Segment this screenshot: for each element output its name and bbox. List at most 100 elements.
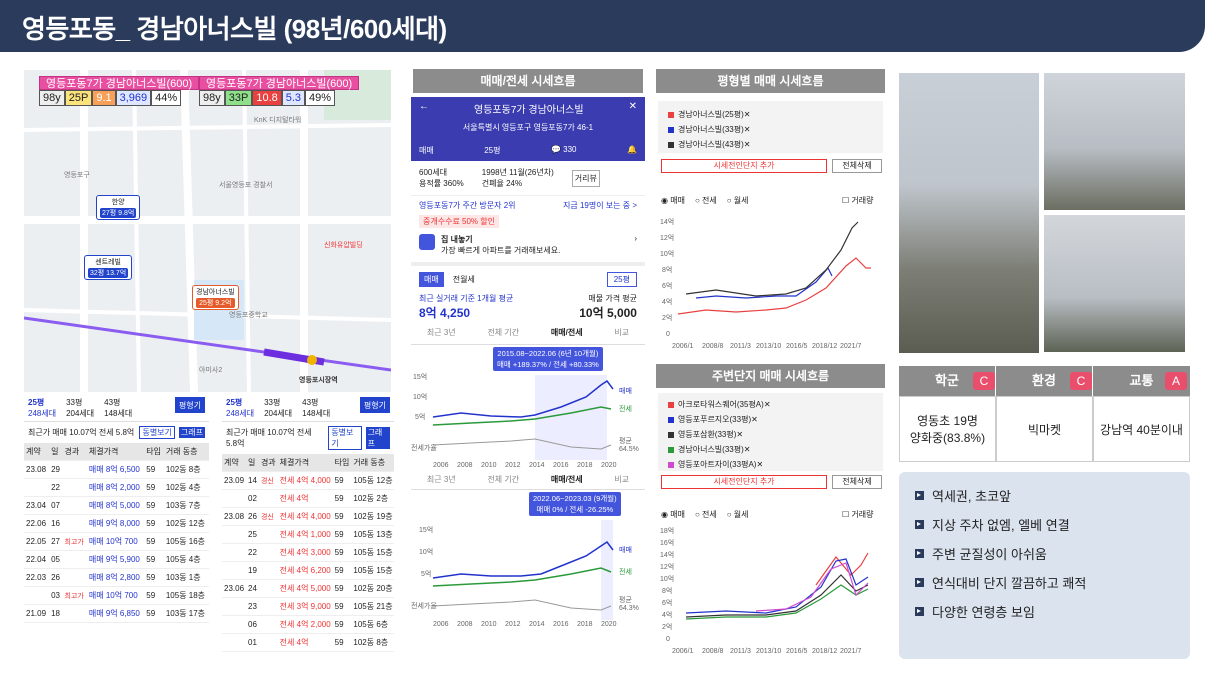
- table-cell: 전세 4억 1,000: [277, 525, 333, 544]
- size-tab-33[interactable]: 33평 204세대: [66, 398, 95, 418]
- table-cell: 01: [246, 633, 259, 652]
- by-building-button[interactable]: 동별보기: [328, 426, 362, 450]
- table-row[interactable]: 06 전세 4억 2,000 59 105동 6층: [222, 615, 394, 634]
- size-tab-25[interactable]: 25평 248세대: [226, 398, 255, 418]
- period-tab-sale-jeonse[interactable]: 매매/전세: [550, 328, 583, 337]
- map-pin-gyeongnam[interactable]: 경남아너스빌 25평 9.2억: [192, 285, 239, 310]
- back-icon[interactable]: ←: [419, 101, 429, 112]
- svg-text:64.3%: 64.3%: [619, 605, 639, 612]
- table-cell: 105동 4층: [163, 550, 209, 569]
- legend-item[interactable]: 경남아너스빌(43평) ✕: [668, 139, 873, 150]
- svg-text:2013/10: 2013/10: [756, 343, 781, 350]
- size-tab-43[interactable]: 43평 148세대: [104, 398, 133, 418]
- period-tab-compare[interactable]: 비교: [614, 328, 630, 337]
- table-row[interactable]: 22 매매 8억 2,000 59 102동 4층: [24, 478, 209, 497]
- table-row[interactable]: 03 최고가 매매 10억 700 59 105동 18층: [24, 586, 209, 605]
- type-radio-group[interactable]: ◉ 매매 ○ 전세 ○ 월세: [661, 510, 749, 519]
- size-select[interactable]: 25평: [484, 146, 501, 155]
- size-tab-25[interactable]: 25평 248세대: [28, 398, 57, 418]
- by-building-button[interactable]: 동별보기: [139, 426, 175, 439]
- tooltip-change: 매매 0% / 전세 -26.25%: [536, 505, 614, 514]
- map-pin-centreville[interactable]: 센트레빌 32평 13.7억: [84, 255, 133, 280]
- table-cell: 전세 4억 4,000: [277, 471, 333, 490]
- bell-icon[interactable]: 🔔: [627, 145, 637, 154]
- table-cell: 59: [144, 568, 164, 587]
- graph-button[interactable]: 그래프: [365, 427, 390, 449]
- trend-chart-1[interactable]: 2015.08~2022.06 (6년 10개월) 매매 +189.37% / 전…: [411, 345, 645, 470]
- sell-banner[interactable]: 집 내놓기 가장 빠르게 아파트를 거래해보세요. ›: [411, 228, 645, 266]
- svg-text:2016: 2016: [553, 462, 569, 469]
- svg-text:2억: 2억: [662, 314, 672, 322]
- tab-rent[interactable]: 전월세: [452, 275, 475, 284]
- legend-item[interactable]: 영등포푸르지오(33평) ✕: [668, 414, 873, 425]
- table-row[interactable]: 19 전세 4억 6,200 59 105동 15층: [222, 561, 394, 580]
- period-tab-3y[interactable]: 최근 3년: [426, 328, 456, 337]
- size-dropdown[interactable]: 25평: [606, 272, 637, 287]
- notes-list: 역세권, 초코앞 지상 주차 없엠, 엘베 연결 주변 균질성이 아쉬움 연식대…: [899, 472, 1190, 659]
- table-cell: 105동 16층: [163, 532, 209, 551]
- svg-text:6억: 6억: [662, 599, 672, 607]
- table-row[interactable]: 22 전세 4억 3,000 59 105동 15층: [222, 543, 394, 562]
- size-tab-33[interactable]: 33평 204세대: [264, 398, 293, 418]
- legend-item[interactable]: 영등포삼환(33평) ✕: [668, 429, 873, 440]
- table-cell: 102동 19층: [351, 507, 394, 526]
- table-cell: 14: [246, 471, 259, 490]
- add-complex-button[interactable]: 시세전인단지 추가: [661, 475, 827, 489]
- table-row[interactable]: 23 전세 3억 9,000 59 105동 21층: [222, 597, 394, 616]
- size-more-button[interactable]: 평형기: [359, 397, 390, 413]
- svg-text:10억: 10억: [660, 575, 674, 583]
- info-year: 98y: [199, 90, 225, 106]
- table-row[interactable]: 23.04 07 매매 8억 5,000 59 103동 7층: [24, 496, 209, 515]
- svg-text:10억: 10억: [419, 548, 433, 556]
- comment-count[interactable]: 💬 330: [550, 145, 577, 154]
- type-radio-group[interactable]: ◉ 매매 ○ 전세 ○ 월세: [661, 196, 749, 205]
- period-tab-all[interactable]: 전체 기간: [487, 328, 520, 337]
- delete-all-button[interactable]: 전체삭제: [832, 159, 882, 173]
- table-cell: [222, 489, 247, 508]
- type-select[interactable]: 매매: [419, 146, 434, 155]
- size-more-button[interactable]: 평형기: [174, 397, 205, 413]
- recent-price: 최근가 매매 10.07억 전세 5.8억: [226, 428, 312, 448]
- map-roads: [24, 70, 391, 392]
- svg-text:2014: 2014: [529, 462, 545, 469]
- svg-text:2010: 2010: [481, 621, 497, 628]
- grade-value-school: 영동초 19명 양화중(83.8%): [899, 396, 996, 462]
- table-cell: 21.09: [24, 604, 50, 623]
- legend-item[interactable]: 경남아너스빌(33평) ✕: [668, 444, 873, 455]
- legend-item[interactable]: 아크로타워스퀘어(35평A) ✕: [668, 399, 873, 410]
- legend-item[interactable]: 경남아너스빌(25평) ✕: [668, 109, 873, 120]
- volume-checkbox[interactable]: ☐ 거래량: [842, 510, 874, 519]
- table-row[interactable]: 22.06 16 매매 9억 8,000 59 102동 12층: [24, 514, 209, 533]
- viewer-count-link[interactable]: 지금 19명이 보는 중 >: [563, 201, 637, 210]
- table-row[interactable]: 01 전세 4억 59 102동 8층: [222, 633, 394, 652]
- table-cell: 103동 17층: [163, 604, 209, 623]
- table-row[interactable]: 22.03 26 매매 8억 2,800 59 103동 1층: [24, 568, 209, 587]
- table-row[interactable]: 21.09 18 매매 9억 6,850 59 103동 17층: [24, 604, 209, 623]
- street-view-button[interactable]: 거리뷰: [571, 169, 600, 187]
- table-row[interactable]: 23.08 26 경신 전세 4억 4,000 59 102동 19층: [222, 507, 394, 526]
- graph-button[interactable]: 그래프: [178, 427, 205, 438]
- add-complex-button[interactable]: 시세전인단지 추가: [661, 159, 827, 173]
- note-item: 다양한 연령층 보임: [915, 602, 1174, 621]
- legend-item[interactable]: 영등포아트자이(33평A) ✕: [668, 459, 873, 470]
- table-cell: 매매 9억 8,000: [86, 514, 145, 533]
- svg-text:2016/5: 2016/5: [786, 343, 808, 350]
- legend-item[interactable]: 경남아너스빌(33평) ✕: [668, 124, 873, 135]
- table-row[interactable]: 23.08 29 매매 8억 6,500 59 102동 8층: [24, 460, 209, 479]
- sale-table-panel: 25평 248세대 33평 204세대 43평 148세대 평형기 최근가 매매 10…: [24, 395, 209, 660]
- table-row[interactable]: 02 전세 4억 59 102동 2층: [222, 489, 394, 508]
- size-tab-43[interactable]: 43평 148세대: [302, 398, 331, 418]
- table-row[interactable]: 22.04 05 매매 9억 5,900 59 105동 4층: [24, 550, 209, 569]
- map-pin-hanyang[interactable]: 한양 27평 9.8억: [96, 195, 141, 220]
- table-row[interactable]: 25 전세 4억 1,000 59 105동 13층: [222, 525, 394, 544]
- table-cell: 22.03: [24, 568, 50, 587]
- volume-checkbox[interactable]: ☐ 거래량: [842, 196, 874, 205]
- table-row[interactable]: 23.06 24 전세 4억 5,000 59 102동 20층: [222, 579, 394, 598]
- map-panel[interactable]: 영등포동7가 경남아너스빌(600) 98y 25P 9.1 3,969 44%…: [24, 70, 391, 392]
- trend-chart-2[interactable]: 2022.06~2023.03 (9개월) 매매 0% / 전세 -26.25% …: [411, 490, 645, 630]
- tab-sale[interactable]: 매매: [419, 272, 444, 287]
- delete-all-button[interactable]: 전체삭제: [832, 475, 882, 489]
- close-icon[interactable]: ✕: [628, 101, 637, 112]
- table-row[interactable]: 23.09 14 경신 전세 4억 4,000 59 105동 12층: [222, 471, 394, 490]
- table-row[interactable]: 22.05 27 최고가 매매 10억 700 59 105동 16층: [24, 532, 209, 551]
